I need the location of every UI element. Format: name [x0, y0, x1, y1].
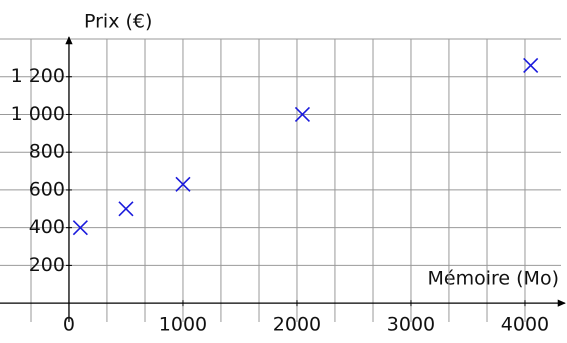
point [72, 220, 88, 236]
point [523, 57, 539, 73]
x-tick-label: 3000 [387, 314, 435, 336]
x-tick-label: 2000 [273, 314, 321, 336]
x-tick-label: 0 [63, 314, 75, 336]
y-tick-label: 1 000 [11, 103, 65, 125]
x-tick-label: 1000 [159, 314, 207, 336]
y-tick-label: 200 [29, 254, 65, 276]
point [118, 201, 134, 217]
y-tick-label: 800 [29, 141, 65, 163]
point [294, 106, 311, 123]
y-tick-label: 1 200 [11, 65, 65, 87]
y-axis-label: Prix (€) [84, 11, 152, 33]
x-tick-label: 4000 [501, 314, 549, 336]
y-tick-label: 600 [29, 178, 65, 200]
y-tick-label: 400 [29, 216, 65, 238]
x-axis-label: Mémoire (Mo) [428, 268, 559, 290]
point [175, 176, 191, 192]
